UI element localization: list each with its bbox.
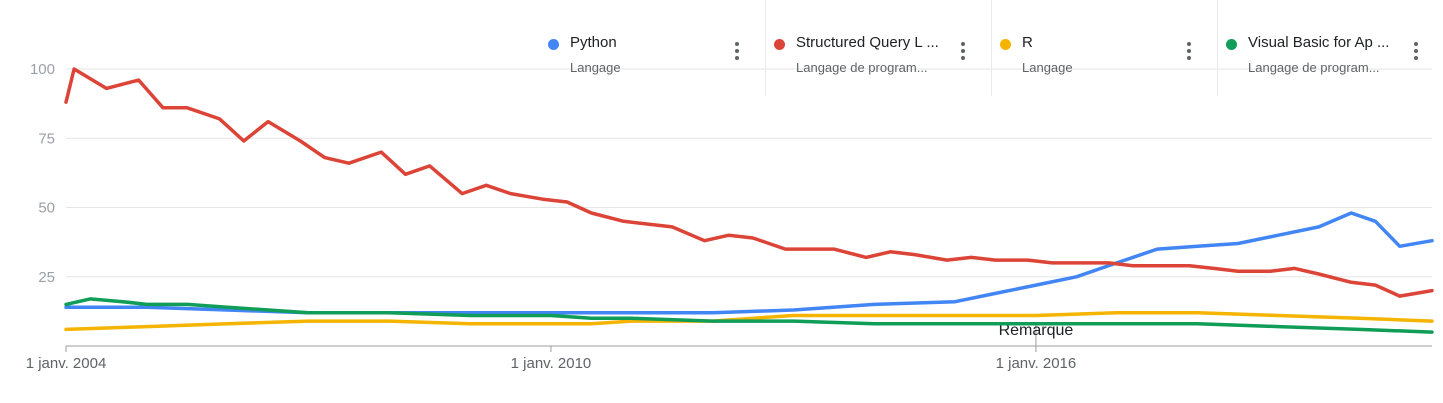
series-color-dot [1000, 39, 1011, 50]
x-tick-label: 1 janv. 2016 [996, 355, 1077, 372]
x-tick-label: 1 janv. 2004 [26, 355, 107, 372]
y-tick-label: 25 [38, 269, 55, 286]
legend-series-name: Visual Basic for Ap ... [1248, 34, 1390, 51]
legend-series-category: Langage [570, 60, 621, 75]
x-tick-label: 1 janv. 2010 [511, 355, 592, 372]
y-tick-label: 75 [38, 130, 55, 147]
legend-series-name: Structured Query L ... [796, 34, 939, 51]
series-line-1[interactable] [64, 67, 1434, 298]
legend-series-name: R [1022, 34, 1033, 51]
legend-series-category: Langage [1022, 60, 1073, 75]
legend-series-name: Python [570, 34, 617, 51]
y-tick-label: 50 [38, 200, 55, 217]
y-tick-label: 100 [30, 61, 55, 78]
legend-item-vba[interactable]: Visual Basic for Ap ... Langage de progr… [1218, 0, 1443, 96]
legend-item-python[interactable]: Python Langage [540, 0, 766, 96]
series-line-3[interactable] [64, 297, 1434, 334]
annotation-label[interactable]: Remarque [999, 322, 1074, 339]
more-vert-icon[interactable] [961, 42, 965, 60]
y-axis-ticks: 25 50 75 100 [30, 61, 55, 286]
series-color-dot [774, 39, 785, 50]
gridlines [66, 68, 1432, 347]
series-lines [64, 67, 1434, 334]
legend-series-category: Langage de program... [1248, 60, 1380, 75]
more-vert-icon[interactable] [1414, 42, 1418, 60]
annotation: Remarque [999, 322, 1074, 346]
series-color-dot [548, 39, 559, 50]
legend: Python Langage Structured Query L ... La… [540, 0, 1443, 96]
series-line-0[interactable] [64, 211, 1434, 315]
more-vert-icon[interactable] [735, 42, 739, 60]
legend-series-category: Langage de program... [796, 60, 928, 75]
legend-item-sql[interactable]: Structured Query L ... Langage de progra… [766, 0, 992, 96]
legend-item-r[interactable]: R Langage [992, 0, 1218, 96]
x-axis-ticks: 1 janv. 2004 1 janv. 2010 1 janv. 2016 [26, 346, 1077, 372]
more-vert-icon[interactable] [1187, 42, 1191, 60]
series-color-dot [1226, 39, 1237, 50]
